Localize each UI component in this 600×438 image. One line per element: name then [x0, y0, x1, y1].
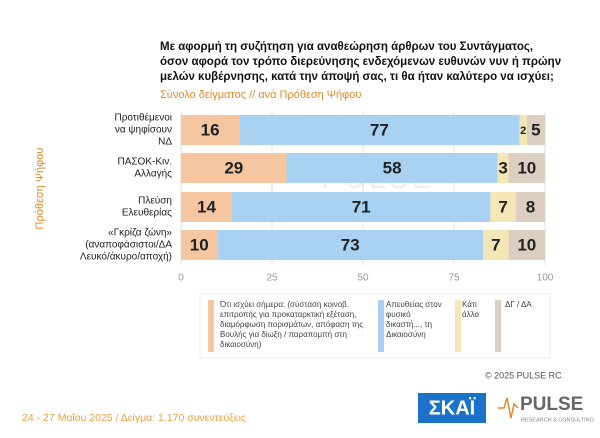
- value-label: 2: [520, 125, 526, 137]
- bar-segment: [181, 230, 218, 260]
- value-label: 7: [498, 197, 507, 216]
- x-tick-label: 0: [178, 273, 184, 284]
- x-tick-label: 100: [537, 273, 554, 284]
- logo-pulse-mark: [498, 397, 519, 419]
- x-tick-label: 25: [266, 273, 278, 284]
- category-label: Αλλαγής: [134, 168, 172, 180]
- category-label: Πλεύση: [138, 195, 172, 207]
- category-label: ΝΔ: [158, 137, 172, 148]
- bar-segment: [181, 192, 232, 222]
- category-label: Προτιθέμενοι: [114, 112, 172, 124]
- logo-right: PULSE: [520, 394, 583, 415]
- legend-box: [199, 293, 551, 359]
- value-label: 71: [352, 197, 371, 216]
- logo-left: ΣΚΑΪ: [429, 396, 476, 419]
- chart-title: μελών κυβέρνησης, κατά την άποψή σας, τι…: [160, 71, 554, 83]
- bar-segment: [286, 153, 498, 183]
- value-label: 7: [491, 235, 500, 254]
- bar-segment: [508, 153, 545, 183]
- category-label: ΠΑΣΟΚ-Κιν.: [117, 157, 172, 168]
- value-label: 77: [370, 120, 389, 139]
- legend-swatch: [378, 300, 384, 352]
- value-label: 16: [201, 120, 220, 139]
- bar-segment: [515, 192, 545, 222]
- value-label: 14: [197, 197, 216, 216]
- bar-segment: [217, 230, 484, 260]
- bar-segment: [181, 153, 287, 183]
- value-label: 3: [498, 158, 507, 177]
- category-label: να ψηφίσουν: [115, 124, 172, 136]
- logo-right-sub: RESEARCH & CONSULTING: [521, 417, 594, 423]
- value-label: 10: [517, 235, 536, 254]
- x-tick-label: 75: [448, 273, 460, 284]
- category-label: Λευκό/άκυρο/αποχή): [80, 251, 172, 263]
- bar-segment: [239, 115, 520, 145]
- legend-label: Απευθείας στον φυσικό δικαστή..., τη Δικ…: [386, 300, 442, 339]
- bar-segment: [483, 230, 509, 260]
- legend-label: Κάτι άλλο: [462, 300, 479, 319]
- value-label: 8: [526, 197, 535, 216]
- legend-swatch: [455, 300, 461, 352]
- value-label: 10: [517, 158, 536, 177]
- legend-label: Ότι ισχύει σήμερα: (σύσταση κοινοβ. επιτ…: [220, 300, 364, 349]
- bar-segment: [519, 115, 527, 145]
- bar-segment: [497, 153, 509, 183]
- value-label: 73: [341, 235, 360, 254]
- x-tick-label: 50: [357, 273, 369, 284]
- footer-note: 24 - 27 Μαΐου 2025 / Δείγμα: 1.170 συνεν…: [22, 412, 246, 424]
- chart-title: Με αφορμή τη συζήτηση για αναθεώρηση άρθ…: [160, 41, 533, 53]
- legend-swatch: [495, 300, 501, 352]
- bar-segment: [231, 192, 491, 222]
- y-axis-label: Πρόθεση Ψήφου: [34, 148, 46, 230]
- value-label: 58: [383, 158, 402, 177]
- category-label: (αναποφάσιστοι/ΔΑ: [85, 239, 172, 251]
- legend-label: ΔΓ / ΔΑ: [505, 300, 532, 309]
- value-label: 5: [531, 120, 540, 139]
- bar-segment: [181, 115, 240, 145]
- value-label: 10: [190, 235, 209, 254]
- value-label: 29: [224, 158, 243, 177]
- legend-swatch: [208, 300, 214, 352]
- category-label: Ελευθερίας: [122, 207, 172, 219]
- copyright: © 2025 PULSE RC: [485, 370, 562, 380]
- bar-segment: [490, 192, 516, 222]
- bar-segment: [508, 230, 545, 260]
- logo-box: [418, 393, 486, 423]
- bar-segment: [526, 115, 545, 145]
- chart-subtitle: Σύνολο δείγματος // ανά Πρόθεση Ψήφου: [160, 89, 361, 101]
- category-label: «Γκρίζα ζώνη»: [108, 227, 172, 239]
- chart-title: όσον αφορά τον τρόπο διερεύνησης ενδεχόμ…: [160, 56, 561, 68]
